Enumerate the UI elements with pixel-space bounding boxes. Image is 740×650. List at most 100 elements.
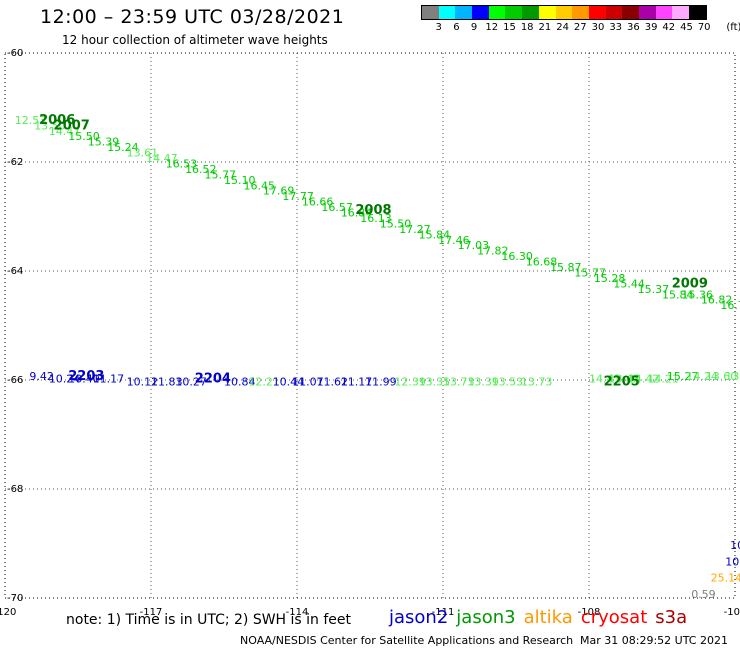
- swh-observation: 25.14: [711, 572, 740, 585]
- swh-observation: 13.35: [419, 375, 451, 388]
- map-frame: [4, 52, 736, 599]
- legend-label: 45: [680, 22, 693, 33]
- legend-swatch: [472, 6, 489, 19]
- swh-observation: 15.84: [419, 228, 451, 241]
- swh-observation: 11.07: [292, 375, 324, 388]
- swh-observation: 11.17: [93, 373, 125, 386]
- swh-observation: 11.99: [365, 375, 397, 388]
- satellite-legend: jason2 jason3 altika cryosat s3a: [389, 607, 695, 628]
- y-tick-label: -60: [7, 48, 23, 59]
- x-tick-label: -108: [578, 607, 601, 618]
- swh-observation: 10: [730, 539, 740, 552]
- swh-observation: 16.53: [166, 157, 198, 170]
- swh-observation: 16.45: [243, 179, 275, 192]
- color-legend: 3 6 9 12 15 18 21 24 27 30 33 36 39 42 45 70 (ft): [421, 5, 740, 34]
- satellite-s3a: s3a: [655, 607, 688, 628]
- x-tick-label: -114: [286, 607, 309, 618]
- legend-label: (ft): [726, 22, 740, 33]
- legend-labels: 3 6 9 12 15 18 21 24 27 30 33 36 39 42 45 70 (ft): [421, 20, 740, 34]
- swh-observation: 17.03: [458, 239, 490, 252]
- legend-label: 27: [573, 22, 587, 33]
- swh-observation: 15.39: [88, 136, 120, 149]
- legend-label: 39: [644, 22, 658, 33]
- map-title: 12:00 – 23:59 UTC 03/28/2021: [40, 6, 345, 28]
- swh-observation: 13.81: [725, 370, 740, 383]
- legend-swatch: [655, 6, 673, 19]
- swh-observation: 11.17: [341, 375, 373, 388]
- swh-observation: 16.13: [360, 212, 392, 225]
- swh-observation: 15.10: [224, 174, 256, 187]
- legend-swatch: [638, 6, 656, 19]
- legend-swatch: [505, 6, 523, 19]
- legend-swatch: [455, 6, 473, 19]
- swh-observation: 12.53: [15, 114, 47, 127]
- swh-observation: 16.68: [526, 256, 558, 269]
- footnote: note: 1) Time is in UTC; 2) SWH is in fe…: [66, 612, 352, 628]
- swh-observation: 10.1: [725, 555, 740, 568]
- legend-swatch: [438, 6, 456, 19]
- legend-swatch: [588, 6, 606, 19]
- swh-observation: 0.59: [691, 588, 716, 601]
- swh-observation: 14.42: [628, 373, 660, 386]
- swh-observation: 13.39: [467, 375, 499, 388]
- legend-label: 24: [556, 22, 569, 33]
- swh-observation: 13.73: [443, 375, 475, 388]
- swh-observation: 14.21: [647, 373, 679, 386]
- satellite-altika: altika: [523, 607, 573, 628]
- satellite-cryosat: cryosat: [580, 607, 648, 628]
- swh-observation: 17.77: [282, 190, 314, 203]
- swh-observation: 11.62: [316, 375, 348, 388]
- legend-swatch: [422, 6, 439, 19]
- x-tick-label: -105: [724, 607, 740, 618]
- swh-observation: 15.87: [550, 261, 582, 274]
- swh-observation: 16.84: [341, 207, 373, 220]
- satellite-jason2: jason2: [389, 607, 449, 628]
- swh-observation: 10.44: [273, 375, 305, 388]
- swh-observation: 16.66: [302, 196, 334, 209]
- y-tick-label: -70: [7, 593, 23, 604]
- swh-observation: 15.84: [662, 288, 694, 301]
- swh-observation: 17.27: [399, 223, 431, 236]
- legend-swatch: [555, 6, 573, 19]
- pass-time-label: 2008: [355, 203, 391, 218]
- generated-timestamp: Mar 31 08:29:52 UTC 2021: [580, 634, 728, 647]
- legend-label: 70: [697, 22, 711, 33]
- swh-observation: 13.50: [34, 119, 65, 132]
- swh-observation: 13.60: [706, 370, 738, 383]
- swh-observation: 16.30: [501, 250, 533, 263]
- satellite-jason3: jason3: [456, 607, 516, 628]
- x-tick-label: -120: [0, 607, 16, 618]
- swh-observation: 16.52: [185, 163, 217, 176]
- swh-observation: 15.28: [594, 272, 626, 285]
- legend-swatch: [488, 6, 506, 19]
- swh-observation: 17.46: [438, 234, 470, 247]
- legend-label: 21: [538, 22, 552, 33]
- swh-observation: 16.82: [701, 294, 733, 307]
- legend-swatch: [522, 6, 539, 19]
- swh-observation: 15.77: [205, 168, 237, 181]
- legend-label: 36: [627, 22, 640, 33]
- swh-observation: 12.21: [248, 375, 279, 388]
- swh-observation: 17.69: [263, 185, 295, 198]
- pass-time-label: 2006: [39, 113, 75, 128]
- legend-label: 6: [453, 22, 460, 33]
- swh-observation: 15.50: [68, 130, 100, 143]
- swh-observation: 10.40: [68, 373, 100, 386]
- swh-observation: 10.12: [127, 375, 158, 388]
- legend-swatch: [572, 6, 589, 19]
- swh-observation: 15.44: [613, 277, 645, 290]
- pass-time-label: 2204: [195, 372, 231, 387]
- swh-observation: 15.27: [667, 370, 699, 383]
- pass-time-label: 2007: [54, 118, 90, 133]
- swh-observation: 14.47: [49, 125, 81, 138]
- legend-swatch: [605, 6, 623, 19]
- swh-observation: 17.82: [477, 245, 509, 258]
- swh-observation: 10.84: [224, 375, 256, 388]
- swh-observation: 15.24: [107, 141, 139, 154]
- legend-label: 15: [503, 22, 516, 33]
- swh-observation: 13.73: [521, 375, 553, 388]
- map-subtitle: 12 hour collection of altimeter wave hei…: [62, 33, 328, 47]
- y-tick-label: -66: [7, 375, 23, 386]
- legend-swatch: [622, 6, 639, 19]
- legend-label: 18: [520, 22, 534, 33]
